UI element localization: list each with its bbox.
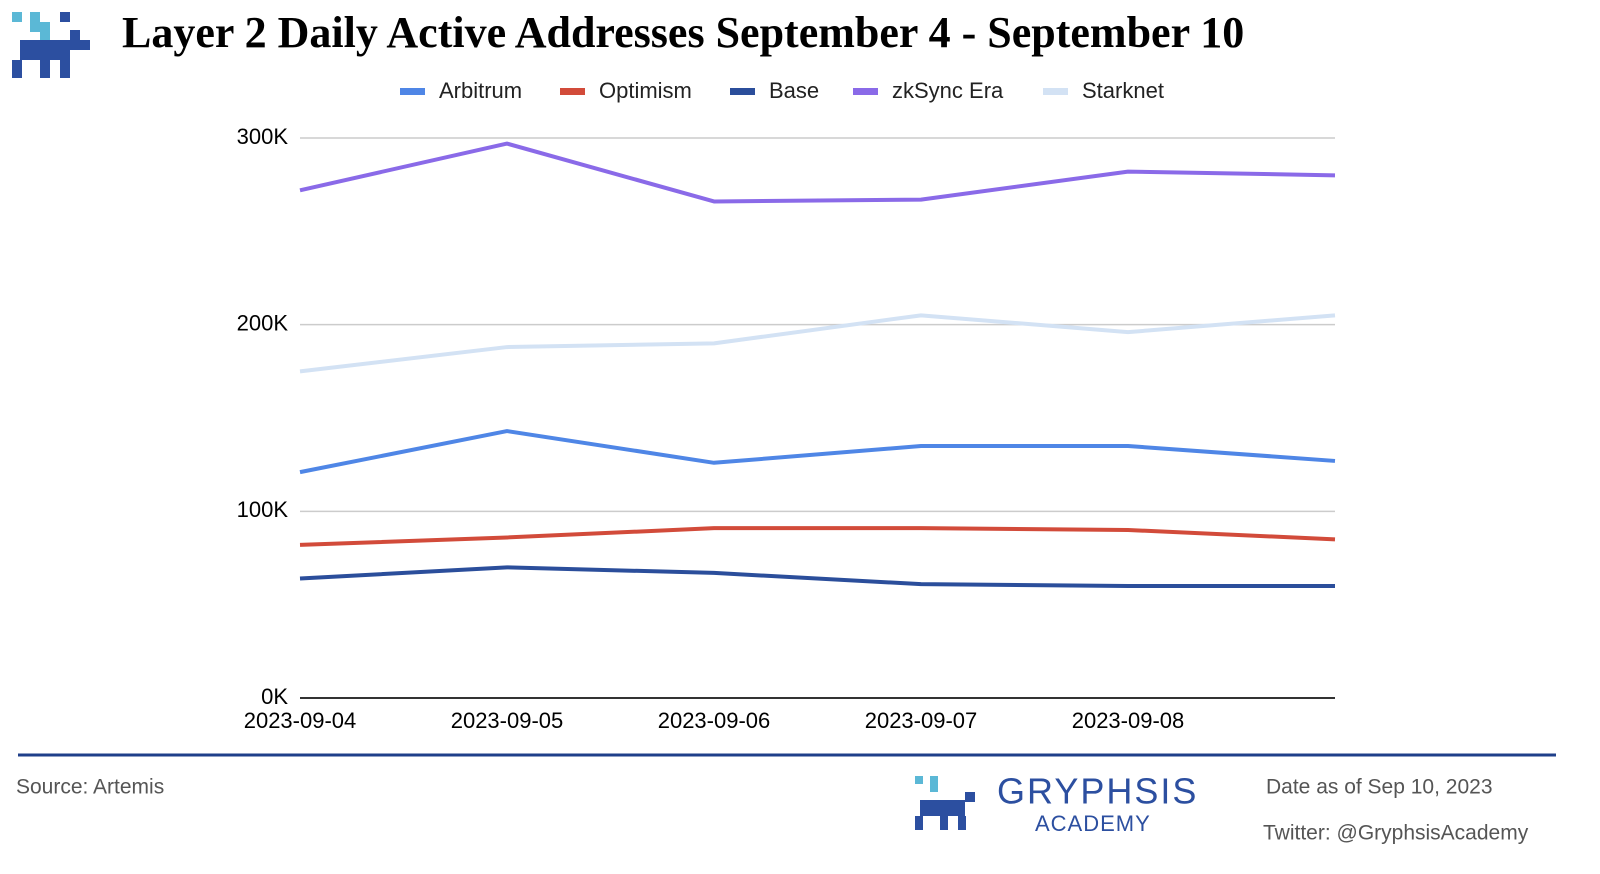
source: Source: Artemis <box>16 776 164 799</box>
legend-label: Optimism <box>599 78 692 103</box>
twitter: Twitter: @GryphsisAcademy <box>1263 822 1529 845</box>
x-tick-label: 2023-09-08 <box>1072 708 1185 733</box>
y-tick-label: 200K <box>237 310 289 335</box>
legend-label: Starknet <box>1082 78 1164 103</box>
legend-label: Arbitrum <box>439 78 522 103</box>
series-line <box>299 141 1336 204</box>
x-tick-label: 2023-09-06 <box>658 708 771 733</box>
legend-label: zkSync Era <box>892 78 1004 103</box>
legend-swatch <box>730 88 755 95</box>
legend-swatch <box>400 88 425 95</box>
legend-swatch <box>853 88 878 95</box>
series-line <box>299 526 1336 547</box>
series-line <box>299 565 1335 588</box>
y-tick-label: 300K <box>237 124 289 149</box>
legend-swatch <box>1043 88 1068 95</box>
chart-title: Layer 2 Daily Active Addresses September… <box>122 8 1244 57</box>
series-line <box>299 429 1336 475</box>
y-tick-label: 0K <box>261 684 288 709</box>
date: Date as of Sep 10, 2023 <box>1266 776 1493 799</box>
brand: GRYPHSIS <box>997 771 1198 812</box>
legend-label: Base <box>769 78 819 103</box>
x-tick-label: 2023-09-04 <box>244 708 357 733</box>
y-tick-label: 100K <box>237 497 289 522</box>
logo <box>12 12 90 78</box>
x-tick-label: 2023-09-07 <box>865 708 978 733</box>
series-line <box>299 313 1336 374</box>
x-tick-label: 2023-09-05 <box>451 708 564 733</box>
legend-swatch <box>560 88 585 95</box>
footer-logo <box>915 776 975 830</box>
brand-sub: ACADEMY <box>1035 811 1151 836</box>
